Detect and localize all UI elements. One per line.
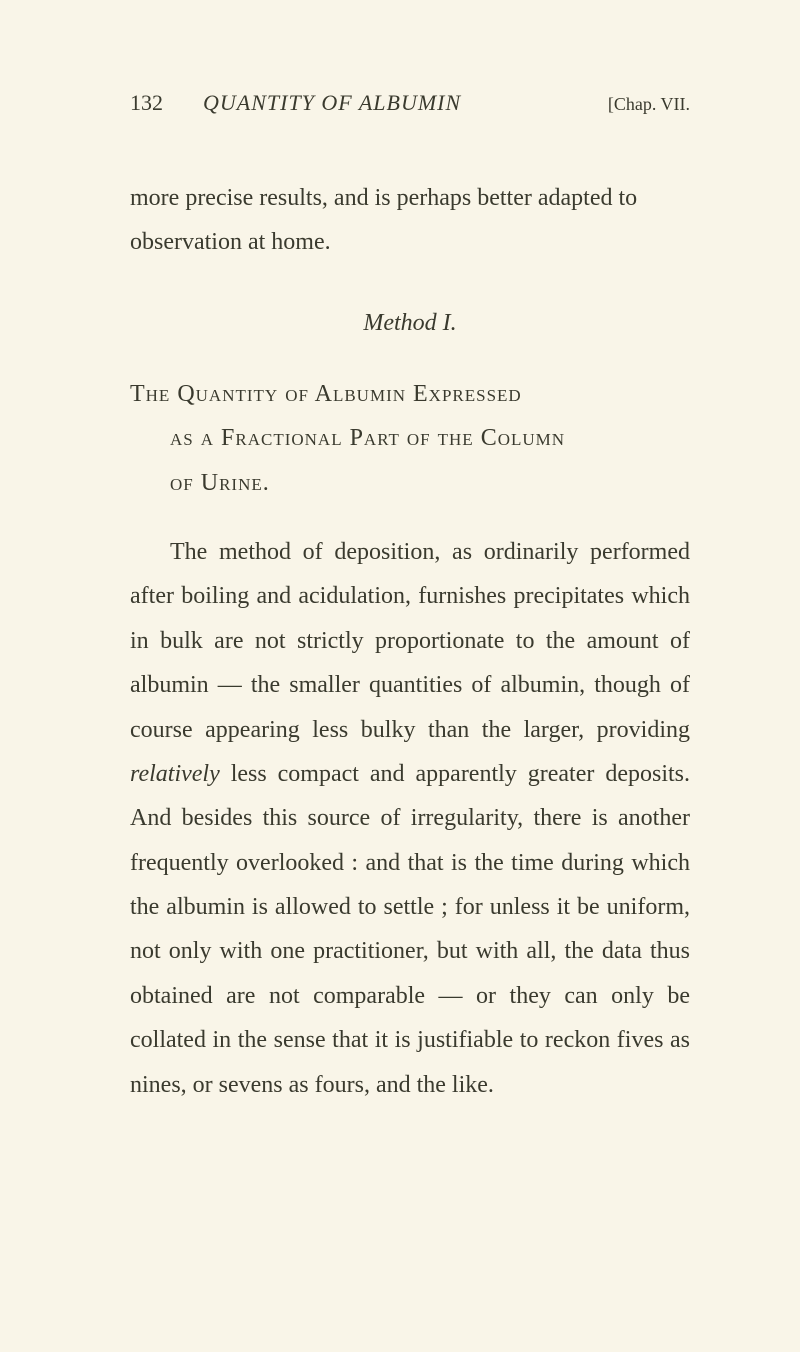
body-text-italic: relatively bbox=[130, 761, 220, 787]
section-title: The Quantity of Albumin Expressed as a F… bbox=[130, 372, 690, 505]
running-title: QUANTITY OF ALBUMIN bbox=[203, 90, 608, 116]
body-text-part1: The method of deposition, as ordinarily … bbox=[130, 539, 690, 743]
section-title-line3: of Urine. bbox=[130, 461, 690, 505]
section-title-line2: as a Fractional Part of the Column bbox=[130, 416, 690, 460]
page-content: 132 QUANTITY OF ALBUMIN [Chap. VII. more… bbox=[0, 0, 800, 1211]
section-title-line1: The Quantity of Albumin Expressed bbox=[130, 381, 522, 407]
body-paragraph: The method of deposition, as ordinarily … bbox=[130, 530, 690, 1107]
method-heading: Method I. bbox=[130, 310, 690, 337]
page-header: 132 QUANTITY OF ALBUMIN [Chap. VII. bbox=[130, 90, 690, 116]
page-number: 132 bbox=[130, 90, 163, 116]
chapter-reference: [Chap. VII. bbox=[608, 94, 690, 115]
body-text-part2: less compact and apparently greater depo… bbox=[130, 761, 690, 1098]
lead-paragraph: more precise results, and is perhaps bet… bbox=[130, 176, 690, 265]
